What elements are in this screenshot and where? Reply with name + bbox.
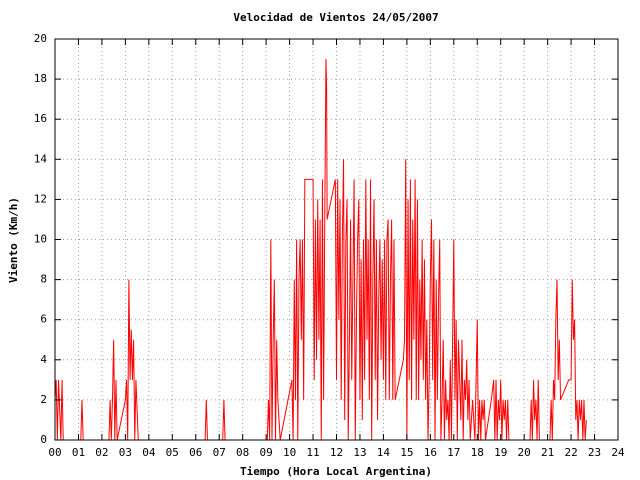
- x-tick-label: 06: [189, 446, 202, 459]
- x-tick-label: 03: [119, 446, 132, 459]
- x-tick-label: 14: [377, 446, 391, 459]
- y-tick-label: 0: [40, 433, 47, 446]
- x-tick-label: 20: [518, 446, 531, 459]
- x-tick-label: 16: [424, 446, 437, 459]
- y-tick-label: 10: [34, 233, 47, 246]
- x-tick-label: 01: [72, 446, 85, 459]
- y-tick-label: 6: [40, 313, 47, 326]
- y-tick-label: 2: [40, 393, 47, 406]
- x-tick-label: 05: [166, 446, 179, 459]
- x-tick-label: 10: [283, 446, 296, 459]
- y-tick-label: 20: [34, 32, 47, 45]
- y-tick-label: 16: [34, 112, 47, 125]
- x-tick-label: 19: [494, 446, 507, 459]
- x-tick-label: 11: [306, 446, 319, 459]
- x-tick-label: 18: [471, 446, 484, 459]
- y-tick-label: 14: [34, 152, 48, 165]
- y-tick-label: 8: [40, 273, 47, 286]
- x-tick-label: 09: [260, 446, 273, 459]
- y-tick-label: 4: [40, 353, 47, 366]
- plot: [54, 59, 587, 441]
- y-tick-label: 18: [34, 72, 47, 85]
- x-tick-label: 22: [564, 446, 577, 459]
- x-tick-label: 02: [95, 446, 108, 459]
- x-tick-label: 17: [447, 446, 460, 459]
- x-tick-label: 00: [48, 446, 61, 459]
- y-axis-label: Viento (Km/h): [7, 197, 20, 283]
- x-axis-label: Tiempo (Hora Local Argentina): [240, 465, 432, 478]
- x-tick-label: 12: [330, 446, 343, 459]
- chart-title: Velocidad de Vientos 24/05/2007: [233, 11, 438, 24]
- y-tick-label: 12: [34, 192, 47, 205]
- x-tick-label: 24: [611, 446, 625, 459]
- x-tick-label: 08: [236, 446, 249, 459]
- x-tick-label: 13: [353, 446, 366, 459]
- x-tick-label: 23: [588, 446, 601, 459]
- wind-line: [54, 59, 587, 441]
- x-tick-label: 15: [400, 446, 413, 459]
- x-tick-label: 21: [541, 446, 554, 459]
- x-tick-label: 07: [213, 446, 226, 459]
- x-tick-label: 04: [142, 446, 156, 459]
